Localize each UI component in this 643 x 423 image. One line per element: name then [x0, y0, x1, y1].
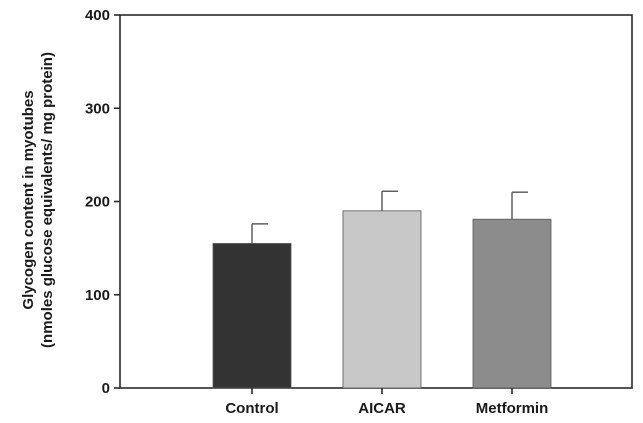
y-tick-label-300: 300 — [85, 100, 110, 117]
x-axis: Control AICAR Metformin — [225, 388, 548, 417]
y-axis: 0 100 200 300 400 — [85, 7, 120, 397]
y-axis-title-line1: Glycogen content in myotubes — [20, 90, 37, 309]
x-tick-label-metformin: Metformin — [476, 400, 549, 417]
bars-group — [212, 190, 552, 389]
x-tick-label-aicar: AICAR — [358, 400, 406, 417]
bar-aicar — [342, 210, 422, 389]
x-tick-label-control: Control — [225, 400, 278, 417]
y-tick-label-400: 400 — [85, 7, 110, 24]
bar-control — [212, 243, 292, 389]
y-tick-label-200: 200 — [85, 194, 110, 211]
bar-metformin — [472, 218, 552, 389]
y-axis-title-line2: (nmoles glucose equivalents/ mg protein) — [39, 52, 56, 348]
y-tick-label-100: 100 — [85, 287, 110, 304]
y-tick-label-0: 0 — [102, 380, 110, 397]
